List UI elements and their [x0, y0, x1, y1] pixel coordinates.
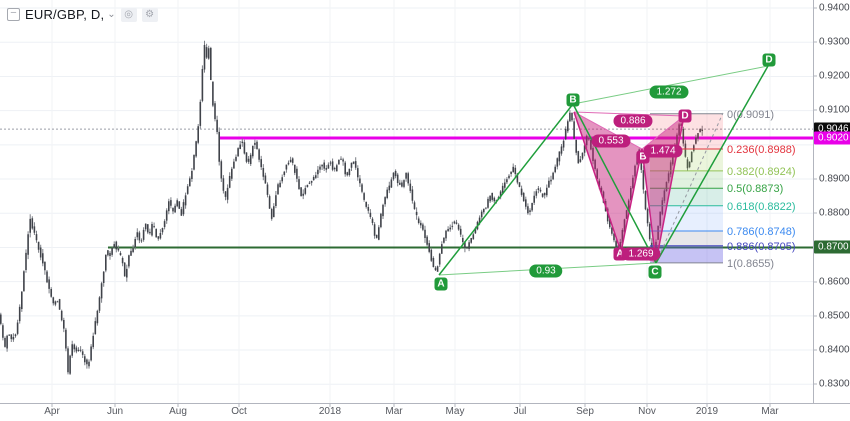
ratio-badge-0-886[interactable]: 0.886: [613, 114, 653, 128]
fib-level-label-6[interactable]: 0.886(0.8705): [727, 240, 796, 253]
time-axis-label-8: Sep: [576, 406, 594, 417]
gear-icon[interactable]: ⚙: [141, 7, 158, 22]
time-axis-label-11: Mar: [761, 406, 779, 417]
price-axis-label-1: 0.9300: [819, 36, 850, 48]
time-axis-label-0: Apr: [44, 406, 60, 417]
time-axis-label-4: 2018: [318, 406, 342, 417]
time-axis-label-10: 2019: [695, 406, 719, 417]
time-axis-label-9: Nov: [638, 406, 656, 417]
time-axis-label-2: Aug: [169, 406, 187, 417]
time-axis-label-7: Jul: [513, 406, 527, 417]
fib-level-label-5[interactable]: 0.786(0.8748): [727, 226, 796, 239]
pattern-point-d-green[interactable]: D: [762, 53, 776, 67]
price-axis-label-5: 0.8800: [819, 207, 850, 219]
ratio-badge-1-474[interactable]: 1.474: [643, 144, 683, 158]
fib-level-label-3[interactable]: 0.5(0.8873): [727, 183, 784, 196]
circle-icon[interactable]: ◎: [120, 7, 137, 22]
collapse-icon[interactable]: −: [7, 8, 20, 21]
grid-lines: [0, 0, 813, 403]
pattern-point-d-magenta[interactable]: D: [678, 109, 692, 123]
time-axis-label-5: Mar: [385, 406, 403, 417]
fib-level-label-4[interactable]: 0.618(0.8822): [727, 200, 796, 213]
green-line-price-badge: 0.8700: [814, 240, 850, 254]
chart-legend: − EUR/GBP, D, ⌄ ◎ ⚙: [7, 7, 158, 22]
fib-retracement-drawing[interactable]: [650, 112, 724, 264]
time-axis-label-6: May: [445, 406, 465, 417]
pattern-point-c-green[interactable]: C: [648, 265, 662, 279]
magenta-line-price-badge: 0.9020: [814, 131, 850, 145]
ratio-badge-0-93[interactable]: 0.93: [529, 264, 563, 278]
time-axis-label-3: Oct: [231, 406, 247, 417]
chevron-down-icon[interactable]: ⌄: [107, 9, 116, 20]
symbol-title[interactable]: EUR/GBP, D,: [25, 7, 105, 22]
price-axis-label-9: 0.8300: [819, 378, 850, 390]
candlestick-series: [0, 40, 703, 375]
ratio-badge-1-269[interactable]: 1.269: [621, 247, 661, 261]
price-axis-label-6: 0.8600: [819, 276, 850, 288]
price-axis-label-3: 0.9100: [819, 104, 850, 116]
ratio-badge-0-553[interactable]: 0.553: [591, 134, 631, 148]
price-axis-label-2: 0.9200: [819, 70, 850, 82]
fib-level-label-0[interactable]: 0(0.9091): [727, 108, 775, 121]
ratio-badge-1-272[interactable]: 1.272: [649, 85, 689, 99]
price-axis-label-4: 0.8900: [819, 173, 850, 185]
price-axis-label-8: 0.8400: [819, 344, 850, 356]
pattern-point-a-green[interactable]: A: [434, 277, 448, 291]
fib-level-label-7[interactable]: 1(0.8655): [727, 257, 775, 270]
fib-level-label-2[interactable]: 0.382(0.8924): [727, 165, 796, 178]
pattern-point-b-green[interactable]: B: [566, 93, 580, 107]
price-axis-label-7: 0.8500: [819, 310, 850, 322]
time-axis-label-1: Jun: [106, 406, 124, 417]
axis-borders: [0, 0, 850, 407]
fib-level-label-1[interactable]: 0.236(0.8988): [727, 143, 796, 156]
price-axis-label-0: 0.9400: [819, 2, 850, 14]
